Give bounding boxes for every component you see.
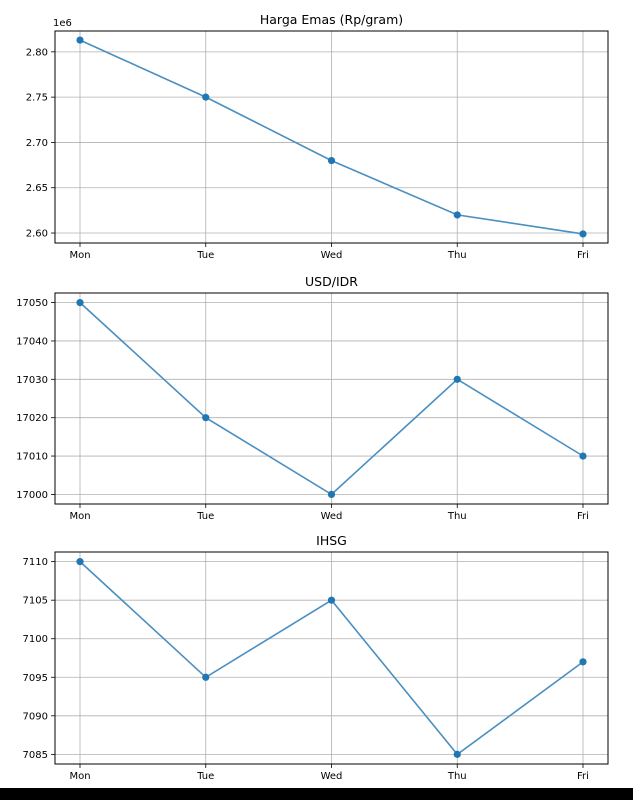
y-tick-label: 17030	[16, 375, 48, 386]
chart-title: IHSG	[316, 533, 347, 548]
data-point-tue	[202, 414, 210, 422]
chart-panel-2: Mon Tue Wed Thu Fri 17000 17010 17020 17030 17040…	[16, 274, 609, 522]
y-tick-label: 7100	[23, 634, 48, 645]
y-tick-label: 2.65	[26, 183, 48, 194]
axes-frame	[54, 292, 609, 505]
data-point-mon	[76, 36, 84, 44]
x-tick-label-fri: Fri	[577, 771, 589, 782]
y-tick-label: 7095	[23, 673, 48, 684]
x-tick-label-mon: Mon	[69, 511, 90, 522]
x-tick-label-fri: Fri	[577, 250, 589, 261]
data-point-fri	[579, 658, 587, 666]
x-tick-label-mon: Mon	[69, 771, 90, 782]
x-tick-label-wed: Wed	[321, 771, 343, 782]
data-point-fri	[579, 230, 587, 238]
data-point-fri	[579, 452, 587, 460]
data-point-mon	[76, 558, 84, 566]
y-scale-label: 1e6	[53, 18, 72, 29]
y-tick-label: 17050	[16, 298, 48, 309]
data-point-thu	[453, 211, 461, 219]
data-point-mon	[76, 298, 84, 307]
data-point-thu	[453, 375, 461, 383]
y-tick-label: 17020	[16, 413, 48, 424]
data-point-wed	[327, 596, 336, 604]
x-tick-label-thu: Thu	[447, 511, 467, 522]
y-tick-label: 2.70	[26, 138, 48, 149]
data-point-tue	[202, 93, 210, 101]
y-tick-label: 7090	[23, 711, 48, 722]
data-point-thu	[453, 750, 461, 758]
x-tick-label-fri: Fri	[577, 511, 589, 522]
chart-panel-1: Mon Tue Wed Thu Fri 2.60 2.65 2.70 2.75 2.80 Harga…	[26, 12, 609, 261]
data-point-wed	[327, 490, 336, 499]
x-tick-label-wed: Wed	[321, 511, 343, 522]
axes-frame	[54, 551, 609, 765]
x-tick-label-thu: Thu	[447, 771, 467, 782]
x-tick-label-wed: Wed	[321, 250, 343, 261]
y-tick-label: 7110	[23, 557, 48, 568]
y-tick-label: 17010	[16, 452, 48, 463]
x-tick-label-tue: Tue	[196, 250, 214, 261]
chart-title: Harga Emas (Rp/gram)	[260, 12, 403, 27]
axes-frame	[54, 30, 609, 244]
y-tick-label: 2.60	[26, 229, 48, 240]
x-tick-label-thu: Thu	[447, 250, 467, 261]
x-tick-label-tue: Tue	[196, 771, 214, 782]
y-tick-label: 2.80	[26, 47, 48, 58]
y-tick-label: 7085	[23, 750, 48, 761]
x-tick-label-tue: Tue	[196, 511, 214, 522]
x-tick-label-mon: Mon	[69, 250, 90, 261]
data-point-tue	[202, 673, 210, 681]
data-point-wed	[327, 156, 336, 165]
chart-panel-3: Mon Tue Wed Thu Fri 7085 7090 7095 7100 7105 7110 I…	[23, 533, 609, 782]
y-tick-label: 17040	[16, 336, 48, 347]
y-tick-label: 17000	[16, 490, 48, 501]
y-tick-label: 7105	[23, 596, 48, 607]
y-tick-label: 2.75	[26, 93, 48, 104]
chart-title: USD/IDR	[305, 274, 358, 289]
